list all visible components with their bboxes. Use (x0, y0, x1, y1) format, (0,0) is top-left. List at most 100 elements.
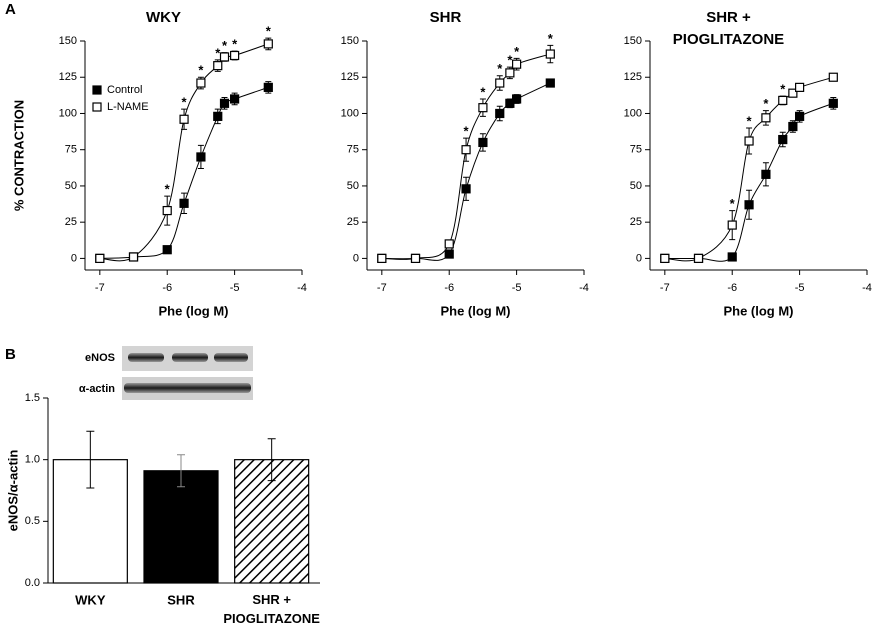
significance-mark: * (780, 82, 786, 97)
significance-mark: * (222, 38, 228, 53)
x-tick-label: -7 (95, 282, 105, 294)
data-point (444, 249, 454, 259)
x-tick-label-line: SHR + (252, 592, 291, 607)
data-point (512, 94, 522, 104)
data-point (162, 205, 172, 216)
x-tick-label: -5 (230, 282, 240, 294)
data-point (495, 108, 505, 119)
chart-title: SHR (430, 9, 462, 26)
significance-mark: * (514, 44, 520, 59)
blot-label: eNOS (85, 352, 115, 364)
y-tick-label: 0.0 (25, 577, 40, 589)
y-tick-label: 100 (624, 107, 642, 119)
x-tick-label: -4 (579, 282, 589, 294)
data-point (495, 78, 505, 88)
legend-marker (92, 102, 102, 112)
y-tick-label: 25 (65, 216, 77, 228)
x-tick-label: -5 (512, 282, 522, 294)
curve (381, 82, 551, 261)
significance-mark: * (232, 37, 238, 52)
y-tick-label: 125 (341, 71, 359, 83)
error-bar (267, 438, 276, 482)
data-point (545, 78, 555, 88)
panel-letter: B (5, 346, 16, 363)
y-tick-label: 1.5 (25, 392, 40, 404)
chart-title: WKY (146, 9, 181, 26)
data-point (795, 111, 805, 121)
significance-mark: * (507, 53, 513, 68)
y-tick-label: 75 (630, 144, 642, 156)
data-point (693, 253, 704, 264)
y-tick-label: 25 (347, 216, 359, 228)
data-point (95, 253, 105, 264)
y-tick-label: 50 (630, 180, 642, 192)
significance-mark: * (215, 45, 221, 60)
significance-mark: * (480, 84, 486, 99)
x-tick-label: -5 (795, 282, 805, 294)
y-tick-label: 1.0 (25, 454, 40, 466)
significance-mark: * (763, 96, 769, 111)
data-point (196, 78, 206, 88)
data-point (828, 72, 838, 82)
data-point (263, 39, 273, 49)
significance-mark: * (182, 95, 188, 110)
data-point (727, 220, 737, 230)
y-axis-label: % CONTRACTION (11, 100, 26, 211)
data-point (461, 184, 471, 194)
x-tick-label-line: PIOGLITAZONE (223, 611, 320, 626)
blot-label: α-actin (79, 383, 115, 395)
data-point (788, 121, 798, 132)
data-point (179, 198, 189, 208)
data-point (761, 169, 771, 179)
x-axis-label: Phe (log M) (158, 303, 228, 318)
x-tick-label: -4 (297, 282, 307, 294)
data-point (788, 88, 798, 98)
error-bar (177, 454, 185, 488)
x-tick-label: -7 (377, 282, 387, 294)
x-tick-label: -6 (727, 282, 737, 294)
y-tick-label: 150 (59, 35, 77, 47)
data-point (795, 82, 805, 92)
data-point (778, 95, 788, 106)
data-point (660, 253, 670, 264)
x-tick-label: SHR + PIOGLITAZONE (223, 592, 320, 626)
x-tick-label: -7 (660, 282, 670, 294)
data-point (512, 59, 522, 69)
data-point (478, 137, 488, 148)
y-tick-label: 50 (65, 180, 77, 192)
data-point (761, 113, 771, 123)
data-point (828, 98, 838, 108)
y-tick-label: 150 (624, 35, 642, 47)
chart-title-line: PIOGLITAZONE (673, 31, 784, 48)
data-point (162, 245, 172, 255)
western-blot (122, 346, 253, 400)
y-tick-label: 0 (71, 252, 77, 264)
legend-label: L-NAME (107, 101, 149, 113)
curve (99, 43, 269, 262)
data-point (263, 82, 273, 92)
data-point (727, 252, 737, 262)
bar (143, 470, 219, 584)
data-point (128, 252, 139, 262)
data-point (213, 111, 223, 121)
data-point (505, 68, 515, 78)
significance-mark: * (266, 24, 272, 39)
data-point (744, 200, 754, 210)
data-point (230, 94, 240, 104)
data-point (545, 49, 555, 59)
y-tick-label: 75 (65, 144, 77, 156)
y-tick-label: 125 (624, 71, 642, 83)
data-point (230, 50, 240, 61)
x-tick-label: WKY (75, 592, 106, 607)
y-tick-label: 150 (341, 35, 359, 47)
data-point (196, 152, 206, 162)
data-point (219, 52, 230, 62)
y-tick-label: 25 (630, 216, 642, 228)
significance-mark: * (464, 124, 470, 139)
y-tick-label: 0.5 (25, 515, 40, 527)
y-tick-label: 0 (353, 252, 359, 264)
data-point (461, 145, 471, 155)
y-tick-label: 100 (341, 107, 359, 119)
x-tick-label: -6 (444, 282, 454, 294)
